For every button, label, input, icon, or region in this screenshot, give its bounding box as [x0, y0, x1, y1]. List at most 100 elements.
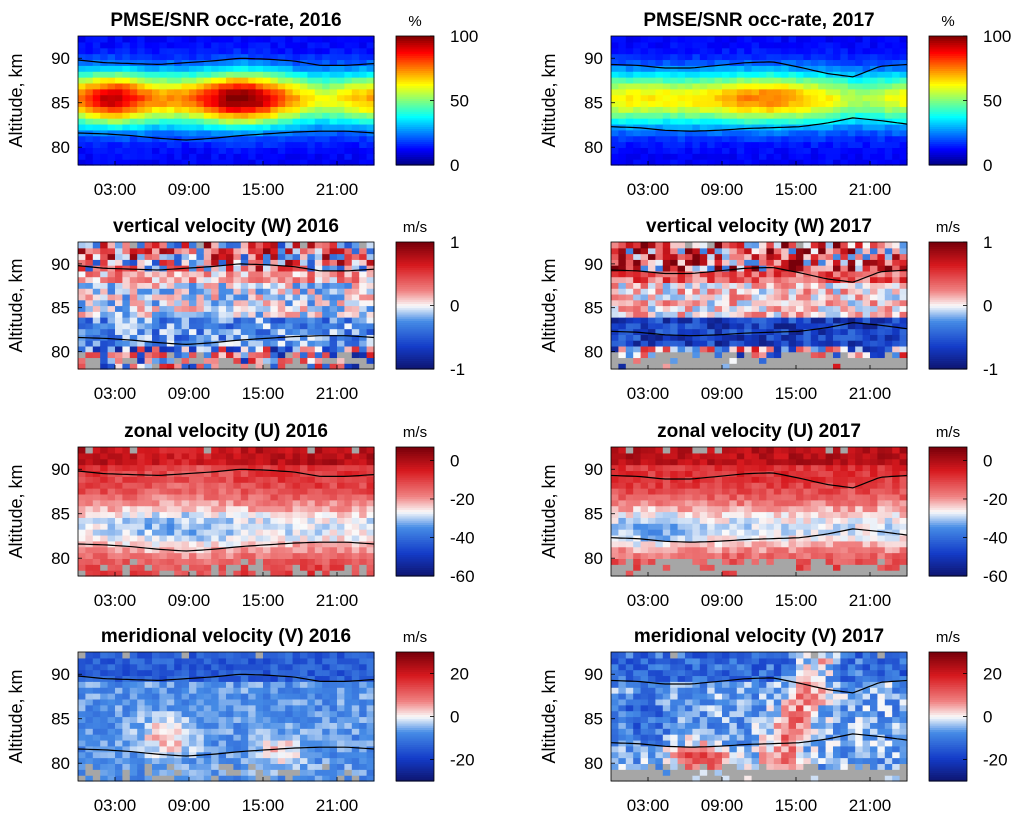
heatmap-cell — [648, 564, 656, 571]
heatmap-cell — [833, 247, 841, 255]
heatmap-cell — [233, 493, 242, 501]
heatmap-cell — [218, 53, 227, 61]
heatmap-cell — [196, 529, 205, 536]
heatmap-cell — [78, 470, 86, 477]
heatmap-cell — [840, 242, 849, 249]
heatmap-cell — [788, 305, 797, 312]
heatmap-cell — [329, 153, 338, 160]
colorbar-segment — [396, 141, 434, 145]
heatmap-cell — [862, 147, 871, 154]
heatmap-cell — [314, 53, 323, 61]
heatmap-cell — [648, 71, 656, 78]
heatmap-cell — [633, 47, 642, 55]
heatmap-cell — [329, 534, 338, 542]
colorbar-segment — [396, 558, 434, 562]
heatmap-cell — [655, 322, 664, 330]
heatmap-cell — [729, 270, 738, 278]
heatmap-cell — [115, 488, 123, 495]
heatmap-cell — [729, 135, 738, 143]
heatmap-cell — [248, 488, 257, 495]
heatmap-cell — [152, 118, 160, 125]
heatmap-cell — [300, 82, 308, 90]
heatmap-cell — [100, 118, 109, 125]
heatmap-cell — [633, 517, 642, 524]
heatmap-cell — [189, 511, 197, 518]
heatmap-cell — [670, 123, 679, 131]
heatmap-cell — [115, 88, 123, 96]
heatmap-cell — [307, 47, 316, 55]
heatmap-cell — [892, 363, 901, 370]
heatmap-cell — [877, 293, 886, 301]
colorbar-segment — [929, 66, 967, 69]
heatmap-cell — [337, 100, 345, 107]
heatmap-cell — [359, 482, 368, 489]
heatmap-cell — [337, 523, 345, 530]
heatmap-cell — [203, 534, 212, 542]
heatmap-cell — [285, 540, 294, 548]
heatmap-cell — [129, 299, 138, 307]
heatmap-cell — [766, 299, 775, 307]
heatmap-cell — [351, 247, 360, 255]
heatmap-cell — [174, 77, 183, 84]
heatmap-cell — [744, 118, 753, 125]
heatmap-cell — [152, 53, 160, 61]
heatmap-cell — [255, 265, 264, 272]
heatmap-cell — [618, 470, 627, 477]
heatmap-cell — [625, 363, 634, 370]
heatmap-cell — [240, 546, 249, 554]
heatmap-cell — [359, 135, 368, 143]
heatmap-cell — [107, 511, 116, 518]
heatmap-cell — [115, 322, 123, 330]
heatmap-cell — [685, 94, 693, 102]
colorbar-segment — [396, 364, 434, 368]
heatmap-cell — [85, 253, 94, 260]
heatmap-cell — [337, 288, 345, 295]
heatmap-cell — [344, 464, 353, 472]
heatmap-cell — [803, 41, 812, 49]
heatmap-cell — [736, 311, 745, 318]
heatmap-cell — [233, 100, 242, 107]
heatmap-cell — [825, 351, 834, 359]
heatmap-cell — [203, 82, 212, 90]
heatmap-cell — [85, 328, 94, 335]
heatmap-cell — [692, 305, 701, 312]
heatmap-cell — [181, 570, 190, 577]
heatmap-cell — [714, 276, 723, 284]
heatmap-cell — [92, 363, 101, 370]
heatmap-cell — [107, 340, 116, 347]
y-tick-label: 90 — [584, 255, 603, 274]
heatmap-cell — [618, 523, 627, 530]
heatmap-cell — [655, 458, 664, 466]
heatmap-cell — [685, 118, 693, 125]
heatmap-cell — [751, 53, 760, 61]
heatmap-cell — [892, 259, 901, 266]
heatmap-cell — [751, 106, 760, 113]
heatmap-cell — [714, 259, 723, 266]
heatmap-cell — [78, 112, 86, 119]
heatmap-cell — [122, 159, 131, 166]
heatmap-cell — [877, 357, 886, 364]
heatmap-cell — [759, 135, 767, 143]
heatmap-cell — [203, 464, 212, 472]
heatmap-cell — [840, 153, 849, 160]
colorbar-segment — [396, 132, 434, 136]
heatmap-cell — [263, 476, 271, 483]
heatmap-cell — [233, 523, 242, 530]
colorbar-segment — [396, 94, 434, 97]
heatmap-cell — [655, 288, 664, 295]
heatmap-cell — [314, 36, 323, 43]
heatmap-cell — [277, 482, 286, 489]
heatmap-cell — [707, 147, 716, 154]
heatmap-cell — [803, 305, 812, 312]
heatmap-cell — [611, 570, 619, 577]
heatmap-cell — [670, 317, 679, 324]
heatmap-cell — [840, 36, 849, 43]
heatmap-cell — [255, 299, 264, 307]
heatmap-cell — [107, 311, 116, 318]
heatmap-cell — [662, 247, 671, 255]
colorbar-segment — [929, 61, 967, 65]
heatmap-cell — [766, 317, 775, 324]
colorbar-segment — [929, 117, 967, 121]
heatmap-cell — [137, 564, 146, 571]
heatmap-cell — [285, 345, 294, 353]
